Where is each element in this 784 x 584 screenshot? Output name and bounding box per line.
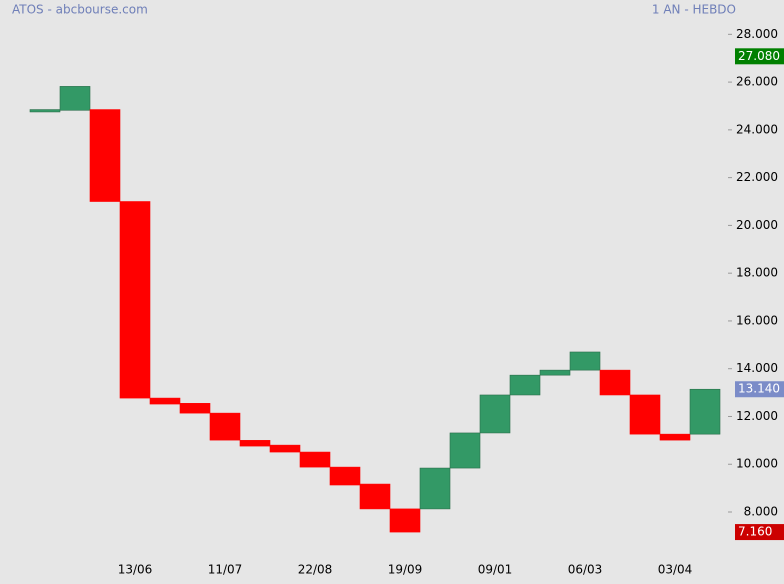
candle-body	[389, 508, 421, 533]
y-tick-label: 12.000	[736, 409, 778, 423]
y-tick-label: 24.000	[736, 122, 778, 136]
y-tick-label: 18.000	[736, 266, 778, 280]
candle-body	[479, 394, 511, 434]
value-marker	[735, 381, 784, 398]
y-tick-label: 8.000	[744, 505, 778, 519]
x-tick-label: 19/09	[388, 563, 423, 577]
candle-body	[659, 433, 691, 441]
candle-body	[29, 109, 61, 113]
y-tick-label: 22.000	[736, 170, 778, 184]
candle-body	[359, 483, 391, 510]
candle-body	[599, 369, 631, 396]
x-tick-label: 09/01	[478, 563, 513, 577]
x-tick-label: 11/07	[208, 563, 243, 577]
value-marker-label: 27.080	[738, 49, 780, 63]
y-tick-label: 16.000	[736, 313, 778, 327]
candle-body	[509, 374, 541, 396]
candle-body	[689, 388, 721, 435]
x-tick-label: 22/08	[298, 563, 333, 577]
y-tick-label: 10.000	[736, 457, 778, 471]
chart-title: ATOS - abcbourse.com	[12, 3, 148, 17]
candle-body	[269, 444, 301, 453]
candle-body	[299, 451, 331, 468]
y-tick-label: 26.000	[736, 75, 778, 89]
candle-body	[239, 440, 271, 447]
candle-body	[539, 369, 571, 376]
candle-body	[149, 397, 181, 405]
value-marker	[735, 524, 784, 541]
candle-body	[419, 467, 451, 510]
value-marker-label: 7.160	[738, 525, 772, 539]
candle-body	[89, 109, 121, 202]
value-marker	[735, 48, 784, 65]
y-tick-label: 14.000	[736, 361, 778, 375]
x-tick-label: 06/03	[568, 563, 603, 577]
candle-body	[59, 86, 91, 111]
candle-body	[329, 466, 361, 486]
value-marker-label: 13.140	[738, 382, 780, 396]
y-tick-label: 20.000	[736, 218, 778, 232]
y-tick-label: 28.000	[736, 27, 778, 41]
candle-body	[449, 432, 481, 469]
candle-body	[119, 201, 151, 399]
chart-subtitle: 1 AN - HEBDO	[652, 3, 736, 17]
x-tick-label: 03/04	[658, 563, 693, 577]
candle-body	[629, 394, 661, 435]
candle-body	[209, 412, 241, 441]
candle-body	[179, 403, 211, 414]
candle-body	[569, 351, 601, 371]
x-tick-label: 13/06	[118, 563, 153, 577]
